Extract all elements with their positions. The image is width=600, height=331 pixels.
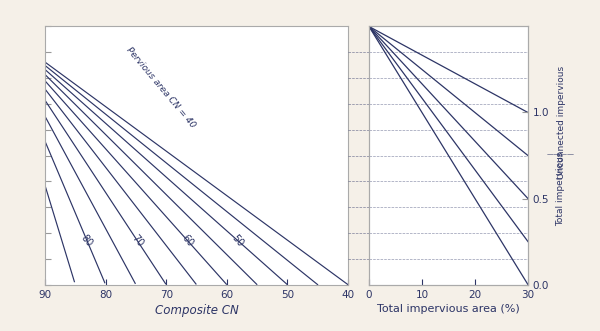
Text: Total impervious: Total impervious	[557, 152, 566, 226]
Text: 50: 50	[230, 233, 246, 249]
Text: 80: 80	[79, 233, 95, 249]
Text: Unconnected impervious: Unconnected impervious	[557, 66, 566, 179]
Text: ————: ————	[547, 151, 575, 157]
Text: 60: 60	[180, 233, 196, 249]
X-axis label: Composite CN: Composite CN	[155, 304, 238, 317]
Text: Pervious area CN = 40: Pervious area CN = 40	[124, 46, 197, 130]
Text: 70: 70	[130, 233, 145, 249]
X-axis label: Total impervious area (%): Total impervious area (%)	[377, 304, 520, 314]
